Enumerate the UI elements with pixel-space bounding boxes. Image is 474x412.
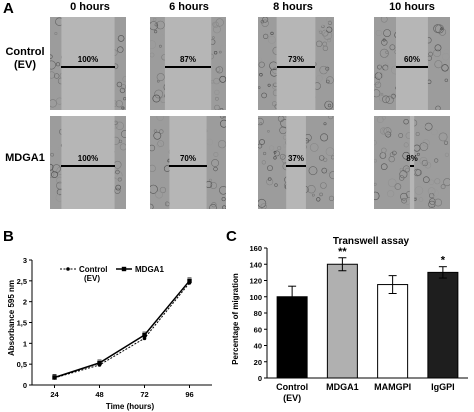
category-label-line2: (EV) — [283, 393, 301, 403]
wound-closure-percent: 60% — [403, 55, 420, 65]
y-tick-label: 160 — [249, 244, 262, 253]
y-tick-label: 20 — [254, 358, 262, 367]
y-tick-label: 2,5 — [17, 277, 27, 286]
data-point-mdga1 — [97, 360, 102, 366]
micrograph-control-6h: 87% — [150, 17, 226, 110]
proliferation-line-chart: Absorbance 595 nm Time (hours) 0 0,5 1 1,5 2… — [7, 256, 212, 411]
legend-control-label-2: (EV) — [84, 274, 100, 283]
y-tick-label: 2 — [23, 298, 27, 307]
x-axis-label: Time (hours) — [106, 402, 155, 411]
y-tick-label: 1,5 — [17, 319, 27, 328]
wound-width-line — [169, 165, 207, 167]
bar-control — [276, 296, 308, 379]
category-label: MDGA1 — [326, 382, 359, 392]
time-header-10h: 10 hours — [389, 1, 435, 13]
category-label: MAMGPI — [374, 382, 411, 392]
x-tick-label: 24 — [50, 390, 59, 399]
series-line-mdga1 — [54, 280, 191, 379]
x-tick-label: 48 — [95, 390, 103, 399]
y-tick-label: 0,5 — [17, 360, 27, 369]
wound-width-line — [396, 66, 428, 68]
micrograph-mdga1-6h: 70% — [150, 116, 226, 209]
micrograph-mdga1-0h: 100% — [50, 116, 126, 209]
category-label: Control — [276, 382, 308, 392]
panel-label-b: B — [3, 228, 14, 245]
y-tick-label: 0 — [23, 381, 27, 390]
transwell-bar-chart: Transwell assay Percentage of migration … — [231, 236, 468, 403]
chart-title: Transwell assay — [333, 236, 410, 247]
legend-control-label: Control — [79, 265, 107, 274]
micrograph-mdga1-8h: 37% — [258, 116, 334, 209]
wound-width-line — [409, 165, 415, 167]
wound-closure-percent: 87% — [179, 55, 196, 65]
row-label-mdga1: MDGA1 — [5, 152, 45, 164]
y-tick-label: 40 — [254, 342, 262, 351]
significance-marker: ** — [338, 246, 347, 258]
wound-width-line — [276, 66, 316, 68]
micrograph-control-0h: 100% — [50, 17, 126, 110]
wound-closure-percent: 70% — [179, 154, 196, 164]
data-point-control — [142, 336, 147, 341]
significance-marker: * — [441, 255, 446, 267]
y-tick-label: 60 — [254, 325, 262, 334]
chart-legend: Control (EV) MDGA1 — [60, 265, 164, 283]
y-tick-label: 3 — [23, 256, 27, 265]
wound-closure-percent: 73% — [287, 55, 304, 65]
wound-width-line — [286, 165, 306, 167]
legend-control-marker — [66, 267, 70, 271]
wound-closure-percent: 37% — [287, 154, 304, 164]
wound-closure-percent: 100% — [77, 55, 99, 65]
row-label-control: Control (EV) — [5, 46, 45, 71]
time-header-8h: 8 hours — [273, 1, 313, 13]
panel-label-c: C — [226, 228, 237, 245]
wound-closure-percent: 100% — [77, 154, 99, 164]
y-tick-label: 0 — [258, 374, 262, 383]
panel-label-a: A — [3, 0, 14, 17]
category-label: IgGPI — [431, 382, 455, 392]
y-tick-label: 1 — [23, 339, 27, 348]
legend-mdga1-marker — [121, 266, 127, 272]
wound-width-line — [164, 66, 212, 68]
y-tick-label: 80 — [254, 309, 262, 318]
y-tick-label: 100 — [249, 293, 262, 302]
time-header-6h: 6 hours — [169, 1, 209, 13]
micrograph-mdga1-10h: 8% — [374, 116, 450, 209]
time-header-0h: 0 hours — [70, 1, 110, 13]
bar-iggpi — [427, 271, 459, 379]
y-axis-label: Absorbance 595 nm — [7, 280, 16, 356]
wound-closure-percent: 8% — [406, 154, 418, 164]
data-point-mdga1 — [52, 375, 57, 380]
y-tick-label: 140 — [249, 260, 262, 269]
wound-width-line — [61, 66, 115, 68]
x-tick-label: 72 — [140, 390, 148, 399]
y-axis-label: Percentage of migration — [231, 273, 240, 365]
x-tick-label: 96 — [185, 390, 193, 399]
series-line-control — [54, 282, 190, 379]
y-tick-label: 120 — [249, 277, 262, 286]
wound-width-line — [61, 165, 115, 167]
bar-mamgpi — [377, 284, 409, 379]
data-point-mdga1 — [142, 332, 147, 338]
data-point-mdga1 — [187, 278, 192, 284]
micrograph-control-8h: 73% — [258, 17, 334, 110]
bar-mdga1 — [326, 263, 358, 379]
legend-mdga1-label: MDGA1 — [135, 265, 164, 274]
micrograph-control-10h: 60% — [374, 17, 450, 110]
